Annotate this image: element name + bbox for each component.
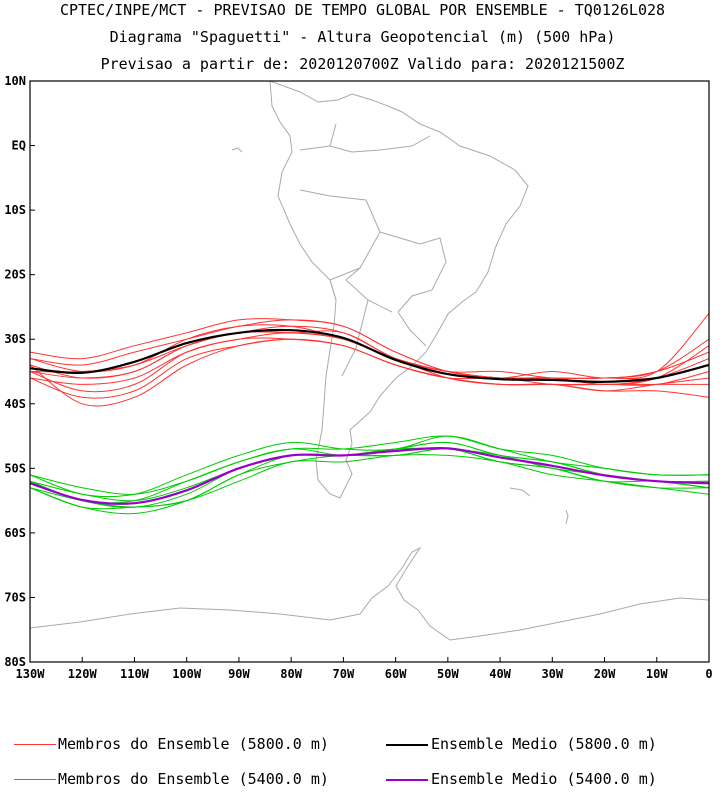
y-tick-label-5: 40S	[4, 397, 26, 411]
legend-swatch-red-members	[14, 744, 56, 745]
x-tick-label-0: 130W	[16, 667, 46, 681]
axis-ticks: 130W 120W 110W 100W 90W 80W 70W 60W 50W 40W 30W 20W…	[4, 74, 712, 681]
mean-line-3-0	[30, 446, 709, 505]
x-tick-label-2: 110W	[120, 667, 150, 681]
y-tick-label-1: EQ	[12, 139, 26, 153]
chart-subtitle: Diagrama "Spaguetti" - Altura Geopotenci…	[109, 28, 616, 46]
x-tick-label-6: 70W	[333, 667, 355, 681]
y-tick-label-4: 30S	[4, 332, 26, 346]
x-tick-label-8: 50W	[437, 667, 459, 681]
legend-label-red-members: Membros do Ensemble (5800.0 m)	[58, 735, 329, 753]
series-0	[30, 313, 709, 407]
coastline-layer	[30, 81, 709, 641]
x-tick-label-4: 90W	[228, 667, 250, 681]
x-tick-label-12: 10W	[646, 667, 668, 681]
chart-date-line: Previsao a partir de: 2020120700Z Valido…	[100, 55, 625, 73]
legend-label-green-members: Membros do Ensemble (5400.0 m)	[58, 770, 329, 788]
chart-title: CPTEC/INPE/MCT - PREVISAO DE TEMPO GLOBA…	[59, 1, 666, 19]
y-tick-label-2: 10S	[4, 203, 26, 217]
y-tick-label-0: 10N	[4, 74, 26, 88]
member-line-2-0	[30, 435, 709, 498]
y-tick-label-3: 20S	[4, 268, 26, 282]
member-line-2-4	[30, 454, 709, 508]
x-tick-label-1: 120W	[68, 667, 98, 681]
plot-frame	[29, 80, 710, 663]
y-tick-label-9: 80S	[4, 655, 26, 669]
member-line-2-2	[30, 447, 709, 508]
legend-label-black-mean: Ensemble Medio (5800.0 m)	[431, 735, 657, 753]
legend-swatch-black-mean	[386, 744, 428, 746]
y-tick-label-6: 50S	[4, 461, 26, 475]
legend-swatch-purple-mean	[386, 779, 428, 781]
member-line-2-3	[30, 448, 709, 510]
x-tick-label-11: 20W	[594, 667, 616, 681]
antarctica-coastline	[30, 546, 709, 641]
series-1	[30, 328, 709, 383]
legend-swatch-green-members	[14, 779, 56, 780]
member-line-2-6	[30, 441, 709, 502]
x-tick-label-10: 30W	[541, 667, 563, 681]
south-america-coastline	[269, 81, 529, 499]
country-borders	[299, 123, 447, 377]
member-line-2-7	[30, 448, 709, 515]
series-3	[30, 446, 709, 505]
member-line-0-9	[30, 330, 709, 379]
x-tick-label-3: 100W	[172, 667, 202, 681]
member-line-0-7	[30, 337, 709, 386]
legend-label-purple-mean: Ensemble Medio (5400.0 m)	[431, 770, 657, 788]
member-line-0-8	[30, 324, 709, 398]
south-georgia-island	[509, 487, 531, 497]
x-tick-label-7: 60W	[385, 667, 407, 681]
galapagos-islands	[231, 147, 243, 153]
mean-line-1-0	[30, 328, 709, 383]
south-sandwich-islands	[565, 509, 569, 525]
x-tick-label-5: 80W	[280, 667, 302, 681]
x-tick-label-9: 40W	[489, 667, 511, 681]
y-tick-label-8: 70S	[4, 590, 26, 604]
series-layer	[30, 313, 709, 515]
x-tick-label-13: 0	[705, 667, 712, 681]
series-2	[30, 435, 709, 515]
y-tick-label-7: 60S	[4, 526, 26, 540]
member-line-2-5	[30, 435, 709, 495]
